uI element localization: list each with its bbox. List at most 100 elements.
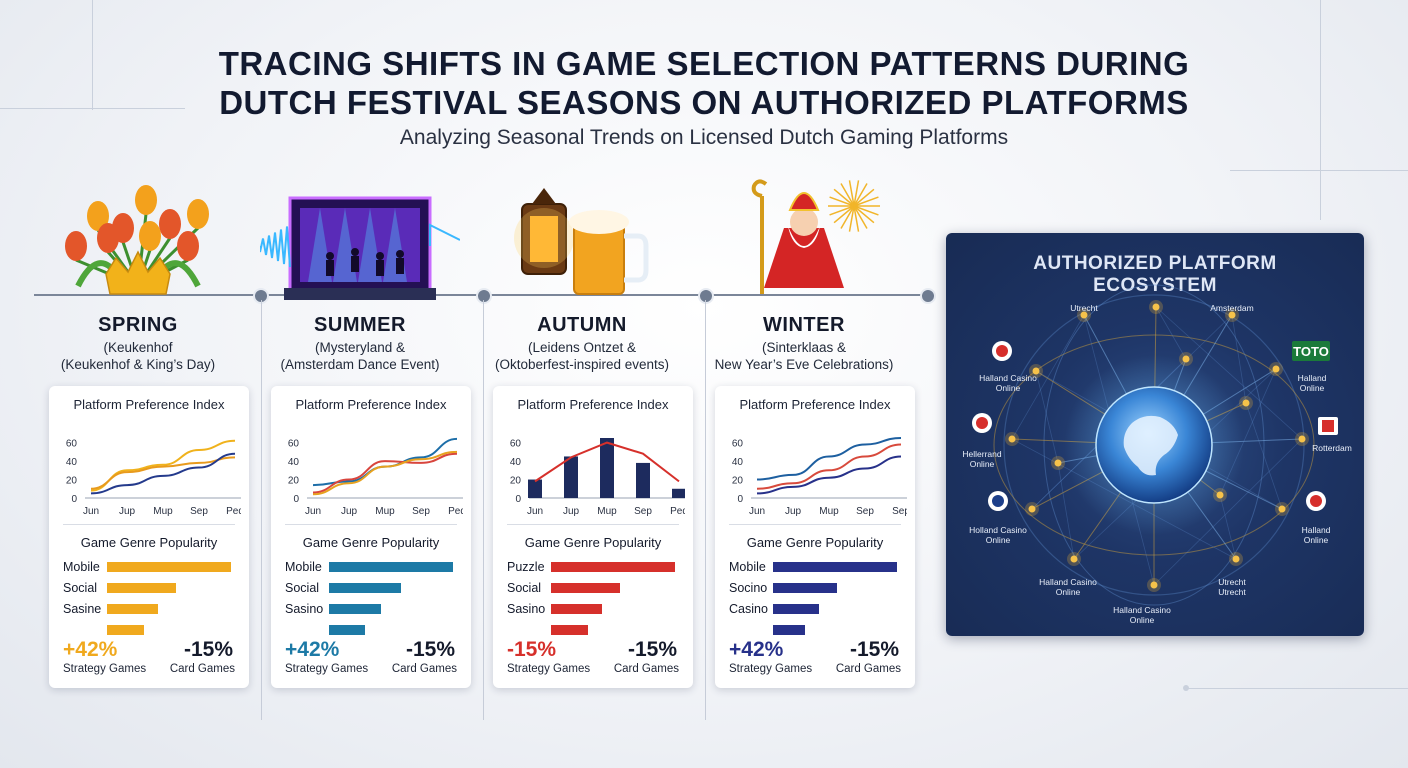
series-line: [534, 441, 680, 483]
decorative-dot: [1183, 685, 1189, 691]
genre-label: Socino: [729, 581, 768, 595]
season-card: Platform Preference Index 0 20 40 60 Jun Jup Mu…: [493, 386, 693, 688]
network-pins: [1005, 300, 1309, 592]
x-tick-label: Mup: [597, 506, 617, 517]
y-tick-label: 20: [510, 476, 522, 487]
series-line: [756, 443, 902, 490]
chart-title: Platform Preference Index: [739, 397, 891, 412]
title-line: DUTCH FESTIVAL SEASONS ON AUTHORIZED PLA…: [219, 84, 1189, 121]
platform-preference-chart: 0 20 40 60 Jun Jup Mup Sep Ped: [288, 437, 463, 517]
season-festivals: (Sinterklaas & New Year’s Eve Celebration…: [692, 339, 916, 373]
y-tick-label: 60: [66, 439, 78, 450]
genre-label: Social: [285, 581, 320, 595]
stat-label: Strategy Games: [63, 663, 147, 675]
location-pin-icon: [1150, 581, 1158, 589]
genre-bar: [773, 583, 837, 593]
orbit-ring: [1043, 284, 1265, 606]
network-link: [1155, 306, 1303, 440]
location-pin-icon: [1152, 303, 1160, 311]
timeline-dot: [920, 288, 936, 304]
stat-value: -15%: [627, 638, 677, 661]
ecosystem-title-line: AUTHORIZED PLATFORM: [1033, 253, 1277, 274]
chart-title: Platform Preference Index: [517, 397, 669, 412]
x-tick-label: Ped: [448, 506, 463, 517]
platform-preference-chart: 0 20 40 60 Jun Jup Mup Sep Ped: [510, 438, 685, 517]
network-link: [1035, 370, 1059, 464]
genre-label: Sasino: [285, 602, 324, 616]
genre-title: Game Genre Popularity: [80, 535, 218, 550]
bar: [672, 488, 685, 498]
stat-label: Strategy Games: [285, 663, 369, 675]
platform-logo-icon-mark: [1310, 495, 1322, 507]
season-name: AUTUMN: [537, 314, 627, 336]
chart-title: Platform Preference Index: [295, 397, 447, 412]
genre-row: [507, 623, 687, 637]
city-label: Halland Casino Online: [979, 373, 1037, 393]
y-tick-label: 60: [510, 439, 522, 450]
festival-line: (Keukenhof: [103, 340, 173, 355]
x-tick-label: Sep: [892, 506, 907, 517]
location-pin-icon: [1242, 399, 1250, 407]
x-tick-label: Sep: [412, 506, 430, 517]
genre-bar: [107, 583, 176, 593]
location-pin-icon: [1032, 367, 1040, 375]
city-label: Hellerrand Online: [962, 449, 1002, 469]
stat-value: +42%: [63, 638, 118, 661]
genre-bar: [329, 604, 381, 614]
x-tick-label: Jup: [119, 506, 136, 517]
y-tick-label: 40: [510, 457, 522, 468]
x-tick-label: Jun: [83, 506, 99, 517]
stat-value: -15%: [405, 638, 455, 661]
season-festivals: (Leidens Ontzet & (Oktoberfest-inspired e…: [470, 339, 694, 373]
genre-label: Social: [507, 581, 542, 595]
x-tick-label: Ped: [670, 506, 685, 517]
location-pin-icon: [1008, 435, 1016, 443]
festival-stage-icon: [260, 196, 460, 300]
bar: [564, 456, 578, 498]
y-tick-label: 20: [732, 476, 744, 487]
season-separator: [483, 300, 484, 720]
genre-row: Social: [507, 581, 687, 595]
genre-bar: [773, 562, 897, 572]
genre-label: Social: [63, 581, 98, 595]
genre-row: Casino: [729, 602, 909, 616]
x-tick-label: Sep: [634, 506, 652, 517]
genre-row: Social: [285, 581, 465, 595]
series-line: [312, 452, 458, 494]
y-tick-label: 20: [66, 476, 78, 487]
series-line: [90, 452, 236, 495]
genre-label: Mobile: [285, 560, 322, 574]
season-festivals: (Keukenhof (Keukenhof & King’s Day): [26, 339, 250, 373]
map-landmass: [1123, 415, 1178, 476]
x-tick-label: Mup: [819, 506, 839, 517]
city-label: Halland Online: [1297, 373, 1327, 393]
y-tick-label: 60: [288, 439, 300, 450]
platform-logo-icon-mark: [1322, 420, 1334, 432]
x-tick-label: Sep: [190, 506, 208, 517]
title-line: TRACING SHIFTS IN GAME SELECTION PATTERN…: [218, 45, 1190, 82]
stat-label: Card Games: [613, 663, 679, 675]
lantern-beer-icon: [514, 188, 649, 295]
location-pin-icon: [1298, 435, 1306, 443]
genre-bar: [329, 625, 365, 635]
timeline-dot: [698, 288, 714, 304]
network-link: [1219, 494, 1237, 560]
season-card: Platform Preference Index 0 20 40 60 Jun Jup Mu…: [715, 386, 915, 688]
network-link: [1245, 402, 1283, 510]
city-label: Utrecht: [1070, 303, 1098, 313]
decorative-line: [1186, 688, 1408, 689]
city-label: Halland Online: [1301, 525, 1331, 545]
x-tick-label: Jup: [341, 506, 358, 517]
page-subtitle: Analyzing Seasonal Trends on Licensed Du…: [399, 126, 1009, 149]
genre-bar: [551, 604, 602, 614]
series-line: [312, 450, 458, 496]
toto-badge: [1292, 341, 1330, 361]
location-pin-icon: [1278, 505, 1286, 513]
series-line: [90, 456, 236, 490]
genre-row: Social: [63, 581, 243, 595]
x-tick-label: Sep: [856, 506, 874, 517]
city-label: Halland Casino Online: [1039, 577, 1097, 597]
sinterklaas-fireworks-icon: [751, 179, 880, 294]
y-tick-label: 40: [732, 457, 744, 468]
genre-label: Sasine: [63, 602, 102, 616]
